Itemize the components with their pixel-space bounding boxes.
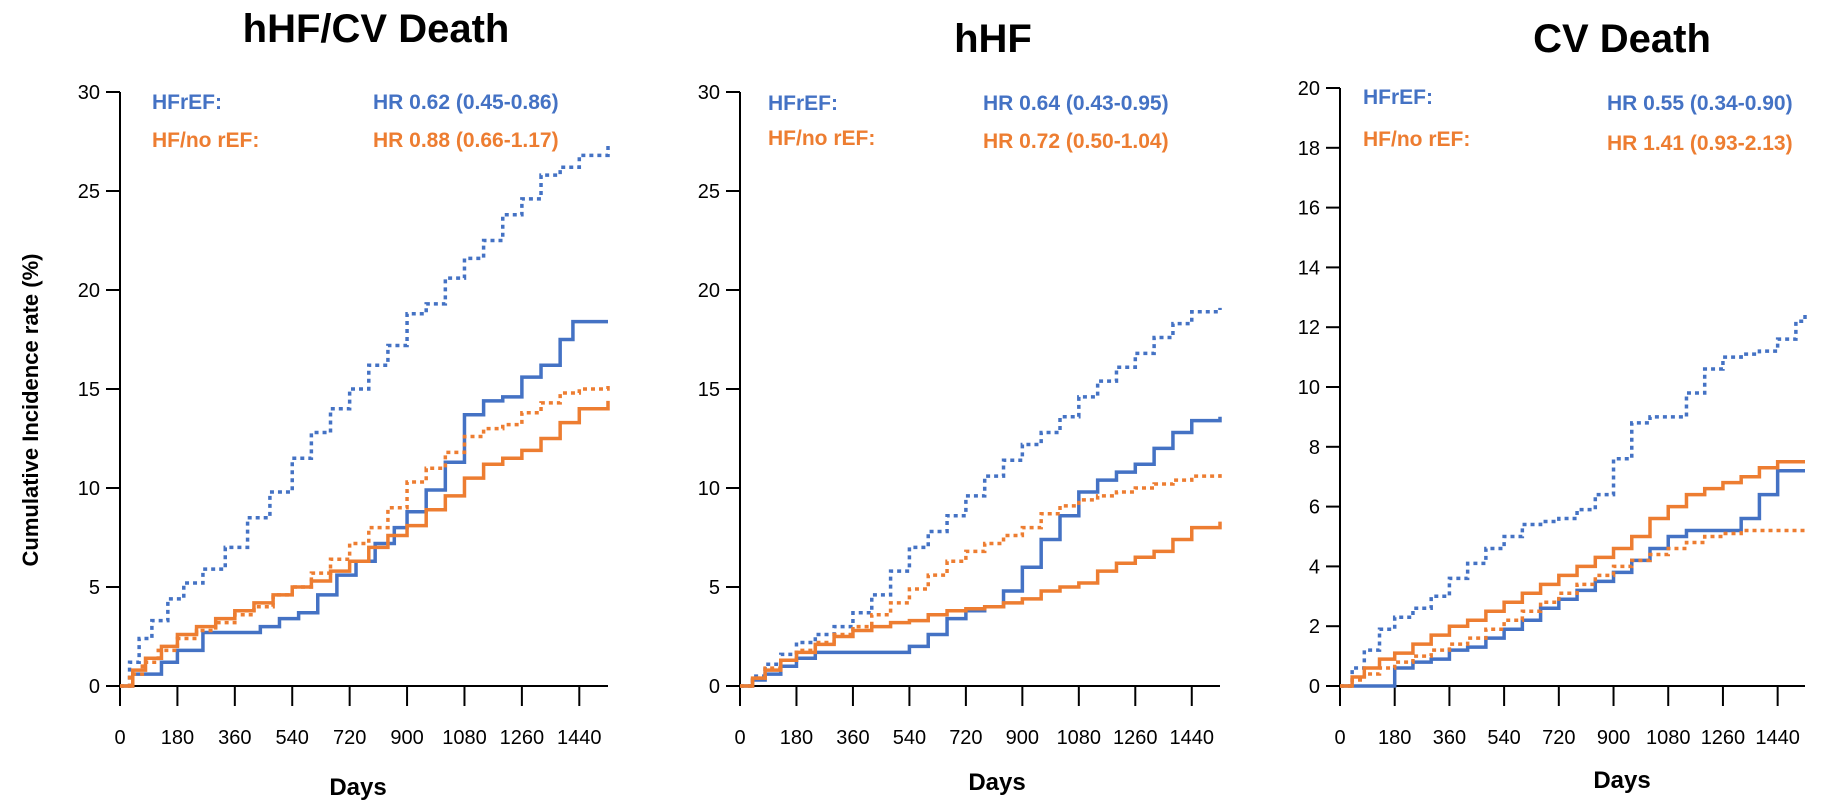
y-tick-label: 18	[1298, 138, 1320, 160]
x-tick-label: 900	[1006, 727, 1039, 749]
series-line-hfref-solid	[120, 319, 608, 688]
series-line-hf-no-ref-dotted	[740, 474, 1222, 688]
x-tick-label: 1080	[442, 727, 487, 749]
axes: 0 2 4 6 8 10 12 14 16 18 20 0 180 360 540 720 900 1080 126…	[1298, 78, 1805, 749]
x-axis-label: Days	[1593, 767, 1650, 794]
y-tick-label: 0	[709, 676, 720, 698]
x-tick-label: 1260	[1113, 727, 1158, 749]
legend-label-hf-no-ref: HF/no rEF:	[1363, 128, 1470, 151]
legend-label-hf-no-ref: HF/no rEF:	[768, 127, 875, 150]
panel-cv-death: CV Death Days HFrEF: HR 0.55 (0.34-0.90)…	[1298, 17, 1807, 794]
legend-label-hfref: HFrEF:	[768, 92, 838, 115]
x-tick-label: 540	[893, 727, 926, 749]
x-tick-label: 180	[161, 727, 194, 749]
y-tick-label: 15	[698, 379, 720, 401]
x-tick-label: 0	[114, 727, 125, 749]
legend-hr-hfref: HR 0.62 (0.45-0.86)	[373, 91, 559, 114]
legend-hr-hf-no-ref: HR 1.41 (0.93-2.13)	[1607, 132, 1793, 155]
plot-area	[1340, 312, 1807, 688]
y-tick-label: 12	[1298, 317, 1320, 339]
y-tick-label: 0	[1309, 676, 1320, 698]
y-tick-label: 5	[89, 577, 100, 599]
x-tick-label: 1080	[1646, 727, 1691, 749]
x-tick-label: 1440	[1755, 727, 1800, 749]
y-axis-label: Cumulative Incidence rate (%)	[18, 254, 43, 567]
x-tick-label: 1260	[1701, 727, 1746, 749]
y-tick-label: 14	[1298, 257, 1320, 279]
y-tick-label: 10	[1298, 377, 1320, 399]
x-tick-label: 1440	[1170, 727, 1215, 749]
panel-hhf: hHF Days HFrEF: HR 0.64 (0.43-0.95) HF/n…	[698, 17, 1222, 796]
series-line-hfref-dotted	[740, 307, 1222, 688]
legend-label-hf-no-ref: HF/no rEF:	[152, 129, 259, 152]
chart-title: CV Death	[1533, 17, 1711, 61]
x-axis-label: Days	[329, 774, 386, 801]
x-tick-label: 540	[276, 727, 309, 749]
y-tick-label: 30	[698, 82, 720, 104]
series-line-hf-no-ref-solid	[740, 521, 1222, 688]
axes: 0 5 10 15 20 25 30 0 180 360 540 720 900 1080 1260 1440	[698, 82, 1220, 749]
y-tick-label: 25	[78, 181, 100, 203]
y-tick-label: 8	[1309, 437, 1320, 459]
plot-area	[120, 143, 610, 688]
y-tick-label: 16	[1298, 198, 1320, 220]
x-tick-label: 720	[333, 727, 366, 749]
x-tick-label: 1440	[557, 727, 602, 749]
x-tick-label: 900	[390, 727, 423, 749]
y-tick-label: 10	[78, 478, 100, 500]
x-tick-label: 360	[1433, 727, 1466, 749]
x-tick-label: 0	[1334, 727, 1345, 749]
series-line-hfref-solid	[1340, 468, 1805, 688]
y-tick-label: 20	[1298, 78, 1320, 100]
series-line-hfref-dotted	[1340, 312, 1807, 688]
x-tick-label: 1260	[500, 727, 545, 749]
x-tick-label: 360	[836, 727, 869, 749]
y-tick-label: 20	[698, 280, 720, 302]
y-tick-label: 30	[78, 82, 100, 104]
series-line-hf-no-ref-dotted	[1340, 528, 1805, 688]
y-tick-label: 10	[698, 478, 720, 500]
x-tick-label: 180	[1378, 727, 1411, 749]
x-tick-label: 360	[218, 727, 251, 749]
x-tick-label: 180	[780, 727, 813, 749]
y-tick-label: 20	[78, 280, 100, 302]
legend-hr-hfref: HR 0.55 (0.34-0.90)	[1607, 92, 1793, 115]
x-tick-label: 1080	[1057, 727, 1102, 749]
legend-label-hfref: HFrEF:	[152, 91, 222, 114]
y-tick-label: 4	[1309, 556, 1320, 578]
y-tick-label: 2	[1309, 616, 1320, 638]
chart-title: hHF	[954, 17, 1032, 61]
series-line-hfref-dotted	[120, 143, 610, 688]
y-tick-label: 25	[698, 181, 720, 203]
x-axis-label: Days	[968, 769, 1025, 796]
series-line-hfref-solid	[740, 416, 1222, 688]
chart-title: hHF/CV Death	[243, 7, 510, 51]
legend-label-hfref: HFrEF:	[1363, 86, 1433, 109]
y-tick-label: 6	[1309, 497, 1320, 519]
x-tick-label: 0	[734, 727, 745, 749]
axes: 0 5 10 15 20 25 30 0 180 360 540 720 900 1080 1260 1440	[78, 82, 608, 749]
panel-hhf-cv-death: hHF/CV Death Cumulative Incidence rate (…	[18, 7, 610, 801]
series-line-hf-no-ref-dotted	[120, 385, 610, 688]
legend-hr-hf-no-ref: HR 0.88 (0.66-1.17)	[373, 129, 559, 152]
x-tick-label: 720	[949, 727, 982, 749]
y-tick-label: 15	[78, 379, 100, 401]
legend-hr-hf-no-ref: HR 0.72 (0.50-1.04)	[983, 130, 1169, 153]
y-tick-label: 0	[89, 676, 100, 698]
series-line-hf-no-ref-solid	[1340, 460, 1805, 688]
x-tick-label: 540	[1487, 727, 1520, 749]
y-tick-label: 5	[709, 577, 720, 599]
legend-hr-hfref: HR 0.64 (0.43-0.95)	[983, 92, 1169, 115]
series-line-hf-no-ref-solid	[120, 400, 610, 688]
x-tick-label: 720	[1542, 727, 1575, 749]
x-tick-label: 900	[1597, 727, 1630, 749]
plot-area	[740, 307, 1222, 688]
